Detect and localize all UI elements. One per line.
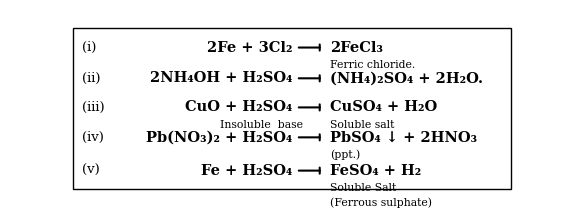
Text: PbSO₄ ↓ + 2HNO₃: PbSO₄ ↓ + 2HNO₃ (329, 130, 477, 144)
Text: FeSO₄ + H₂: FeSO₄ + H₂ (329, 164, 421, 178)
Text: Ferric chloride.: Ferric chloride. (329, 60, 415, 70)
Text: (ii): (ii) (82, 72, 101, 85)
Text: CuSO₄ + H₂O: CuSO₄ + H₂O (329, 100, 437, 114)
Text: (NH₄)₂SO₄ + 2H₂O.: (NH₄)₂SO₄ + 2H₂O. (329, 71, 483, 85)
Text: 2Fe + 3Cl₂: 2Fe + 3Cl₂ (206, 41, 292, 55)
Text: CuO + H₂SO₄: CuO + H₂SO₄ (185, 100, 292, 114)
Text: 2NH₄OH + H₂SO₄: 2NH₄OH + H₂SO₄ (150, 71, 292, 85)
Text: (i): (i) (82, 41, 97, 54)
Text: (v): (v) (82, 164, 100, 177)
Text: (ppt.): (ppt.) (329, 149, 360, 160)
Text: Pb(NO₃)₂ + H₂SO₄: Pb(NO₃)₂ + H₂SO₄ (146, 130, 292, 144)
Text: 2FeCl₃: 2FeCl₃ (329, 41, 382, 55)
FancyBboxPatch shape (74, 29, 511, 189)
Text: Soluble Salt: Soluble Salt (329, 183, 396, 193)
Text: (Ferrous sulphate): (Ferrous sulphate) (329, 197, 431, 208)
Text: Fe + H₂SO₄: Fe + H₂SO₄ (201, 164, 292, 178)
Text: (iv): (iv) (82, 131, 104, 144)
Text: Insoluble  base: Insoluble base (219, 120, 303, 130)
Text: (iii): (iii) (82, 101, 105, 114)
Text: Soluble salt: Soluble salt (329, 120, 394, 130)
